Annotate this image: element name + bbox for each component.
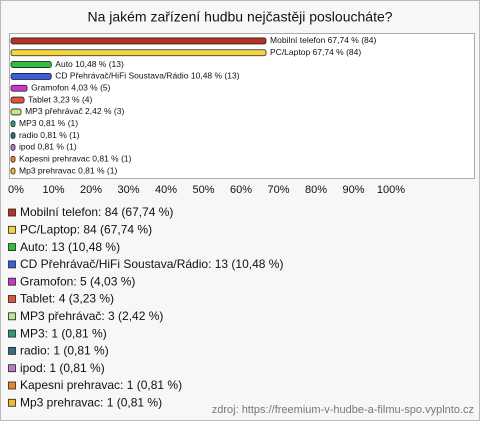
bar bbox=[10, 37, 267, 45]
legend-swatch bbox=[8, 312, 16, 321]
legend-label: Gramofon: 5 (4,03 %) bbox=[20, 274, 135, 288]
value-label: Gramofon 4,03 % (5) bbox=[31, 83, 111, 93]
bar bbox=[10, 49, 267, 57]
x-tick-label: 70% bbox=[267, 184, 289, 196]
x-tick-label: 80% bbox=[305, 184, 327, 196]
value-label: MP3 přehrávač 2,42 % (3) bbox=[25, 106, 124, 116]
value-label: Kapesni prehravac 0,81 % (1) bbox=[19, 154, 132, 164]
legend-label: Kapesni prehravac: 1 (0,81 %) bbox=[20, 378, 182, 392]
value-label: CD Přehrávač/HiFi Soustava/Rádio 10,48 %… bbox=[55, 71, 239, 81]
bar bbox=[10, 61, 52, 68]
source: zdroj: https://freemium-v-hudbe-a-filmu-… bbox=[212, 404, 474, 416]
legend-label: Tablet: 4 (3,23 %) bbox=[20, 292, 114, 306]
bar bbox=[10, 167, 16, 175]
legend-swatch bbox=[8, 277, 16, 286]
legend-swatch bbox=[8, 243, 16, 252]
legend-swatch bbox=[8, 381, 16, 390]
x-tick-label: 0% bbox=[8, 184, 24, 196]
x-tick-label: 90% bbox=[342, 184, 364, 196]
chart-title: Na jakém zařízení hudbu nejčastěji poslo… bbox=[87, 9, 392, 25]
bar bbox=[10, 84, 28, 92]
value-label: ipod 0,81 % (1) bbox=[19, 142, 77, 152]
bar bbox=[10, 73, 52, 80]
bar bbox=[10, 144, 16, 151]
legend-label: Auto: 13 (10,48 %) bbox=[20, 240, 120, 254]
bar bbox=[10, 155, 16, 163]
value-label: Tablet 3,23 % (4) bbox=[28, 94, 92, 104]
legend-swatch bbox=[8, 225, 16, 234]
value-label: radio 0,81 % (1) bbox=[19, 130, 80, 140]
x-tick-label: 20% bbox=[80, 184, 102, 196]
value-label: MP3 0,81 % (1) bbox=[19, 118, 78, 128]
x-tick-label: 30% bbox=[117, 184, 139, 196]
legend-label: radio: 1 (0,81 %) bbox=[20, 344, 109, 358]
bar bbox=[10, 120, 16, 128]
legend-swatch bbox=[8, 364, 16, 373]
value-label: Auto 10,48 % (13) bbox=[55, 59, 124, 69]
plot-area bbox=[9, 33, 475, 179]
bar bbox=[10, 108, 22, 116]
x-tick-label: 40% bbox=[155, 184, 177, 196]
x-tick-label: 10% bbox=[42, 184, 64, 196]
value-label: Mobilní telefon 67,74 % (84) bbox=[270, 35, 376, 45]
value-label: PC/Laptop 67,74 % (84) bbox=[270, 47, 361, 57]
legend-label: MP3: 1 (0,81 %) bbox=[20, 326, 107, 340]
legend-label: Mp3 prehravac: 1 (0,81 %) bbox=[20, 395, 162, 409]
x-tick-label: 50% bbox=[192, 184, 214, 196]
legend-swatch bbox=[8, 329, 16, 338]
x-tick-label: 100% bbox=[377, 184, 405, 196]
bar bbox=[10, 96, 25, 104]
x-tick-label: 60% bbox=[230, 184, 252, 196]
legend-swatch bbox=[8, 260, 16, 269]
legend-swatch bbox=[8, 208, 16, 217]
legend-label: ipod: 1 (0,81 %) bbox=[20, 361, 105, 375]
legend-label: PC/Laptop: 84 (67,74 %) bbox=[20, 222, 152, 236]
legend-swatch bbox=[8, 346, 16, 355]
legend-swatch bbox=[8, 295, 16, 303]
bar bbox=[10, 132, 16, 139]
legend-label: CD Přehrávač/HiFi Soustava/Rádio: 13 (10… bbox=[20, 257, 283, 271]
value-label: Mp3 prehravac 0,81 % (1) bbox=[19, 165, 117, 175]
legend-label: MP3 přehrávač: 3 (2,42 %) bbox=[20, 309, 163, 323]
legend-swatch bbox=[8, 398, 16, 407]
legend-label: Mobilní telefon: 84 (67,74 %) bbox=[20, 205, 173, 219]
